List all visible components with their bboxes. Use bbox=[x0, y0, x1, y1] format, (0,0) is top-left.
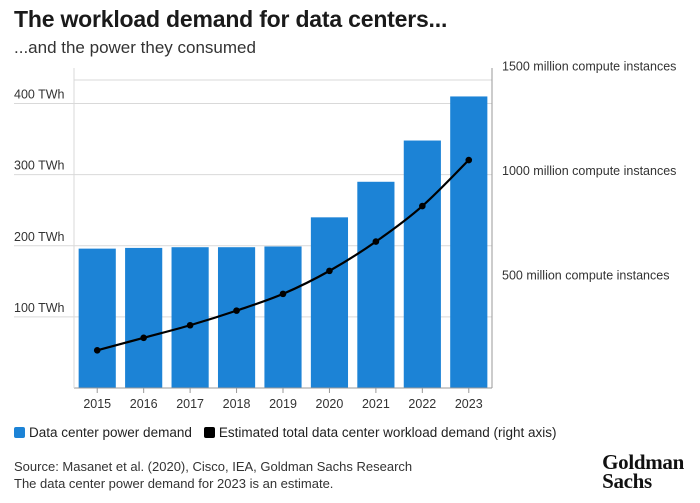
bar-2023 bbox=[450, 96, 488, 388]
workload-point-2023 bbox=[465, 156, 473, 164]
x-tick-label-2022: 2022 bbox=[408, 397, 436, 411]
bar-2019 bbox=[264, 246, 302, 388]
left-tick-label-400: 400 TWh bbox=[14, 88, 65, 102]
legend-bar-swatch bbox=[14, 427, 25, 438]
logo-line-2: Sachs bbox=[602, 469, 652, 493]
tick-labels: 100 TWh 200 TWh 300 TWh 400 TWh 500 million … bbox=[14, 59, 676, 411]
legend-item-line: Estimated total data center workload dem… bbox=[203, 425, 557, 440]
x-tick-label-2018: 2018 bbox=[223, 397, 251, 411]
workload-point-2019 bbox=[279, 290, 287, 298]
x-tick-label-2015: 2015 bbox=[83, 397, 111, 411]
right-tick-label-500: 500 million compute instances bbox=[502, 268, 669, 282]
workload-point-2018 bbox=[233, 307, 240, 314]
bar-2021 bbox=[357, 181, 395, 388]
workload-point-2022 bbox=[419, 202, 426, 210]
bar-series bbox=[78, 96, 488, 388]
left-tick-label-100: 100 TWh bbox=[14, 301, 65, 315]
x-tick-label-2016: 2016 bbox=[130, 397, 158, 411]
workload-point-2021 bbox=[372, 238, 380, 245]
legend-bar-label: Data center power demand bbox=[29, 425, 192, 440]
source-text: Source: Masanet et al. (2020), Cisco, IE… bbox=[14, 459, 413, 474]
source-note: Source: Masanet et al. (2020), Cisco, IE… bbox=[14, 458, 412, 492]
left-tick-label-300: 300 TWh bbox=[14, 159, 65, 173]
bar-2022 bbox=[403, 140, 441, 388]
x-tick-label-2020: 2020 bbox=[316, 397, 344, 411]
logo-line-1: Goldman bbox=[602, 450, 684, 474]
workload-point-2017 bbox=[186, 321, 194, 329]
bar-2020 bbox=[310, 217, 349, 388]
x-tick-label-2023: 2023 bbox=[455, 397, 483, 411]
right-tick-label-1500: 1500 million compute instances bbox=[502, 59, 676, 73]
x-tick-label-2019: 2019 bbox=[269, 397, 297, 411]
bar-2017 bbox=[171, 247, 209, 388]
chart-title: The workload demand for data centers... bbox=[14, 6, 448, 32]
left-tick-label-200: 200 TWh bbox=[14, 230, 65, 244]
legend-item-bar: Data center power demand bbox=[14, 425, 192, 440]
x-tick-label-2021: 2021 bbox=[362, 397, 390, 411]
estimate-note: The data center power demand for 2023 is… bbox=[14, 476, 334, 491]
chart-canvas: 100 TWh 200 TWh 300 TWh 400 TWh 500 million … bbox=[14, 59, 676, 411]
workload-point-2015 bbox=[93, 347, 101, 354]
bar-2016 bbox=[125, 247, 163, 388]
legend-line-label: Estimated total data center workload dem… bbox=[218, 425, 557, 440]
bar-2018 bbox=[217, 247, 256, 388]
line-series bbox=[93, 156, 473, 354]
workload-point-2016 bbox=[140, 334, 147, 342]
workload-point-2020 bbox=[326, 267, 333, 275]
goldman-sachs-logo: Goldman Sachs bbox=[602, 450, 684, 493]
legend-line-swatch bbox=[203, 427, 215, 438]
chart-legend: Data center power demand Estimated total… bbox=[14, 425, 569, 440]
right-tick-label-1000: 1000 million compute instances bbox=[502, 164, 676, 178]
axes bbox=[73, 68, 493, 393]
bar-2015 bbox=[78, 248, 116, 388]
chart-subtitle: ...and the power they consumed bbox=[14, 38, 256, 57]
x-tick-label-2017: 2017 bbox=[176, 397, 204, 411]
